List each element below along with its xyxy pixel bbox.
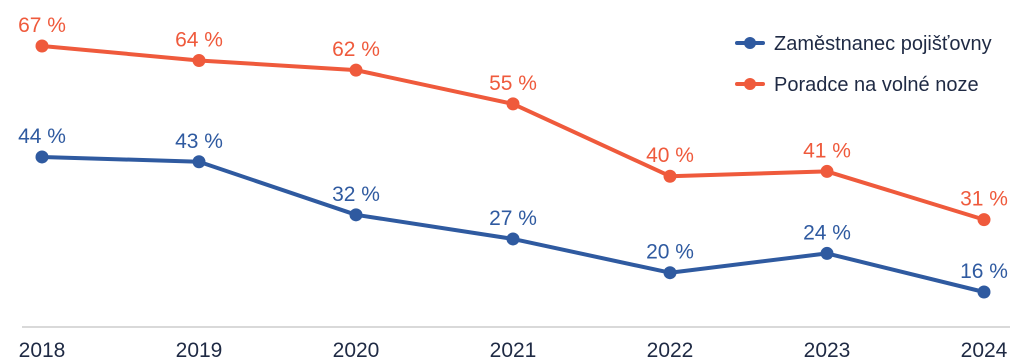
data-point xyxy=(820,246,834,260)
data-label: 32 % xyxy=(332,183,380,206)
data-label: 62 % xyxy=(332,38,380,61)
series-layer: 44 % 43 % 32 % 27 % 20 % 24 % 16 % 67 % 64 % 62 %… xyxy=(18,14,1008,299)
data-point xyxy=(35,39,49,53)
data-label: 24 % xyxy=(803,221,851,244)
data-label: 27 % xyxy=(489,207,537,230)
x-tick-label: 2020 xyxy=(333,339,380,361)
data-label: 31 % xyxy=(960,188,1008,211)
x-tick-label: 2022 xyxy=(647,339,694,361)
legend: Zaměstnanec pojišťovny Poradce na volné n… xyxy=(735,33,992,96)
x-tick-label: 2021 xyxy=(490,339,537,361)
data-point xyxy=(192,53,206,67)
data-point xyxy=(977,285,991,299)
data-point xyxy=(192,155,206,169)
data-point xyxy=(349,63,363,77)
data-label: 20 % xyxy=(646,241,694,264)
legend-swatch-marker xyxy=(744,78,756,90)
data-point xyxy=(663,169,677,183)
data-point xyxy=(820,164,834,178)
x-axis-ticks: 2018 2019 2020 2021 2022 2023 2024 xyxy=(19,339,1008,361)
data-label: 44 % xyxy=(18,125,66,148)
data-point xyxy=(349,208,363,222)
legend-label: Zaměstnanec pojišťovny xyxy=(774,33,992,55)
x-tick-label: 2019 xyxy=(176,339,223,361)
data-label: 64 % xyxy=(175,28,223,51)
legend-swatch-marker xyxy=(744,37,756,49)
data-label: 67 % xyxy=(18,14,66,37)
data-label: 55 % xyxy=(489,72,537,95)
x-tick-label: 2023 xyxy=(804,339,851,361)
data-point xyxy=(663,266,677,280)
data-point xyxy=(506,232,520,246)
data-point xyxy=(35,150,49,164)
data-point xyxy=(506,97,520,111)
legend-label: Poradce na volné noze xyxy=(774,74,979,96)
data-label: 16 % xyxy=(960,260,1008,283)
data-point xyxy=(977,213,991,227)
data-label: 41 % xyxy=(803,139,851,162)
x-tick-label: 2024 xyxy=(961,339,1008,361)
data-label: 40 % xyxy=(646,144,694,167)
x-tick-label: 2018 xyxy=(19,339,66,361)
data-label: 43 % xyxy=(175,130,223,153)
